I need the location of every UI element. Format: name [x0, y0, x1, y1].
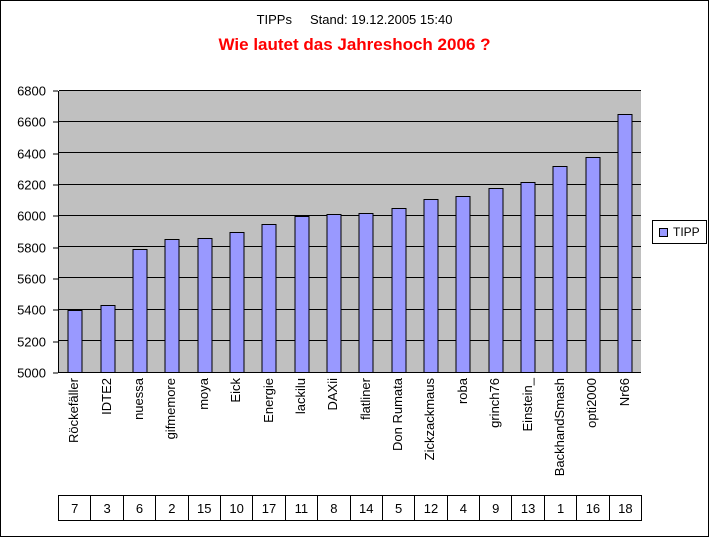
bar-flatliner: [358, 212, 374, 372]
y-axis-tick-label: 6800: [17, 83, 46, 99]
x-axis-label: Don Rumata: [390, 378, 406, 451]
table-cell: 15: [188, 495, 221, 521]
y-axis-tick-mark: [53, 278, 58, 280]
gridline: [59, 183, 641, 185]
bar-moya: [197, 237, 212, 372]
x-axis-label: Nr66: [616, 378, 632, 407]
table-cell: 1: [544, 495, 578, 521]
x-axis-label: Röckefäller: [66, 378, 82, 444]
table-cell: 4: [447, 495, 481, 521]
table-cell: 3: [91, 495, 124, 521]
y-axis-tick-mark: [53, 153, 58, 155]
bar-DAXii: [326, 214, 342, 372]
y-axis-tick-mark: [53, 372, 58, 374]
table-cell: 18: [609, 495, 643, 521]
y-axis-tick-label: 5200: [17, 334, 46, 350]
y-axis-tick-label: 5400: [17, 302, 46, 318]
y-axis-tick-mark: [53, 184, 58, 186]
bar-Energie: [261, 223, 277, 372]
y-axis-tick-label: 6200: [17, 177, 46, 193]
gridline: [59, 246, 641, 248]
data-table-row: 7 3 6 2 15 10 17 11 8 14 5 12 4 9 13 1 16 18: [58, 495, 643, 521]
bar-Einstein_: [520, 181, 536, 372]
bar-Nr66: [617, 114, 633, 372]
y-axis-tick-mark: [53, 247, 58, 249]
legend: TIPP: [652, 220, 707, 244]
x-axis-label: gifmemore: [163, 378, 179, 440]
gridline: [59, 277, 641, 279]
gridline: [59, 339, 641, 341]
x-axis-label: nuessa: [130, 378, 146, 420]
x-axis-label: Zickzackmaus: [422, 378, 438, 461]
bar-BackhandSmash: [552, 165, 568, 372]
table-cell: 5: [382, 495, 416, 521]
x-axis-label: lackilu: [292, 378, 308, 415]
bar-roba: [455, 195, 471, 372]
legend-swatch-icon: [659, 227, 668, 237]
y-axis-tick-label: 6600: [17, 114, 46, 130]
x-axis-label: flatliner: [357, 378, 373, 420]
table-cell: 7: [58, 495, 92, 521]
bar-Zickzackmaus: [423, 198, 439, 372]
bar-IDTE2: [100, 304, 115, 372]
x-axis-label: opti2000: [584, 378, 600, 428]
bar-grinch76: [488, 187, 503, 372]
bar-Röckefäller: [67, 309, 83, 372]
y-axis-tick-label: 5600: [17, 271, 46, 287]
gridline: [59, 308, 641, 310]
y-axis-tick-label: 6400: [17, 146, 46, 162]
legend-label: TIPP: [673, 225, 700, 239]
bar-opti2000: [585, 156, 600, 372]
table-cell: 8: [318, 495, 351, 521]
chart-subtitle: TIPPs Stand: 19.12.2005 15:40: [256, 12, 453, 27]
table-cell: 6: [123, 495, 157, 521]
y-axis-tick-label: 5800: [17, 240, 46, 256]
y-axis-tick-mark: [53, 215, 58, 217]
y-axis-tick-mark: [53, 341, 58, 343]
table-cell: 2: [156, 495, 189, 521]
table-cell: 13: [512, 495, 545, 521]
y-axis-tick-label: 6000: [17, 208, 46, 224]
y-axis-tick-mark: [53, 121, 58, 123]
x-axis-label: BackhandSmash: [552, 378, 568, 477]
bar-Don Rumata: [391, 208, 406, 372]
x-axis-label: Eick: [228, 378, 244, 403]
table-cell: 14: [350, 495, 383, 521]
x-axis-label: roba: [454, 378, 470, 405]
y-axis-tick-label: 5000: [17, 365, 46, 381]
x-axis-label: moya: [195, 378, 211, 410]
bar-lackilu: [294, 215, 309, 372]
chart-title: Wie lautet das Jahreshoch 2006 ?: [218, 35, 491, 54]
table-cell: 9: [480, 495, 513, 521]
gridline: [59, 152, 641, 154]
gridline: [59, 90, 641, 91]
bar-gifmemore: [164, 239, 180, 372]
y-axis: 5000 5200 5400 5600 5800 6000 6200 6400 6600 6800: [1, 84, 58, 381]
gridline: [59, 214, 641, 216]
table-cell: 12: [415, 495, 448, 521]
x-axis-label: grinch76: [487, 378, 503, 428]
gridline: [59, 121, 641, 123]
bar-nuessa: [132, 248, 148, 372]
x-axis-label: DAXii: [325, 378, 341, 411]
x-axis-label: Einstein_: [519, 378, 535, 432]
table-cell: 10: [220, 495, 254, 521]
y-axis-tick-mark: [53, 90, 58, 92]
table-cell: 11: [285, 495, 319, 521]
x-axis-label: Energie: [260, 378, 276, 423]
plot-area: [58, 90, 641, 373]
table-cell: 17: [253, 495, 286, 521]
y-axis-tick-mark: [53, 309, 58, 311]
x-axis-label: IDTE2: [98, 378, 114, 415]
table-cell: 16: [577, 495, 610, 521]
bar-Eick: [229, 231, 245, 372]
